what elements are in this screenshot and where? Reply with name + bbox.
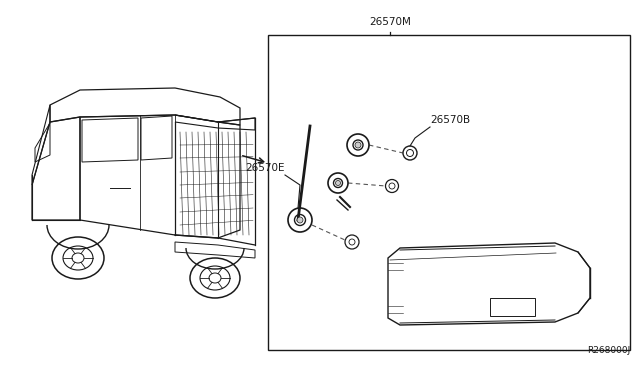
Text: 26570E: 26570E [246,163,285,173]
Circle shape [297,217,303,223]
Circle shape [335,180,340,186]
Bar [268,35,630,350]
Text: 26570B: 26570B [430,115,470,125]
Text: 26570M: 26570M [369,17,411,27]
Circle shape [355,142,361,148]
Bar [490,298,535,316]
Text: R268000J: R268000J [587,346,630,355]
